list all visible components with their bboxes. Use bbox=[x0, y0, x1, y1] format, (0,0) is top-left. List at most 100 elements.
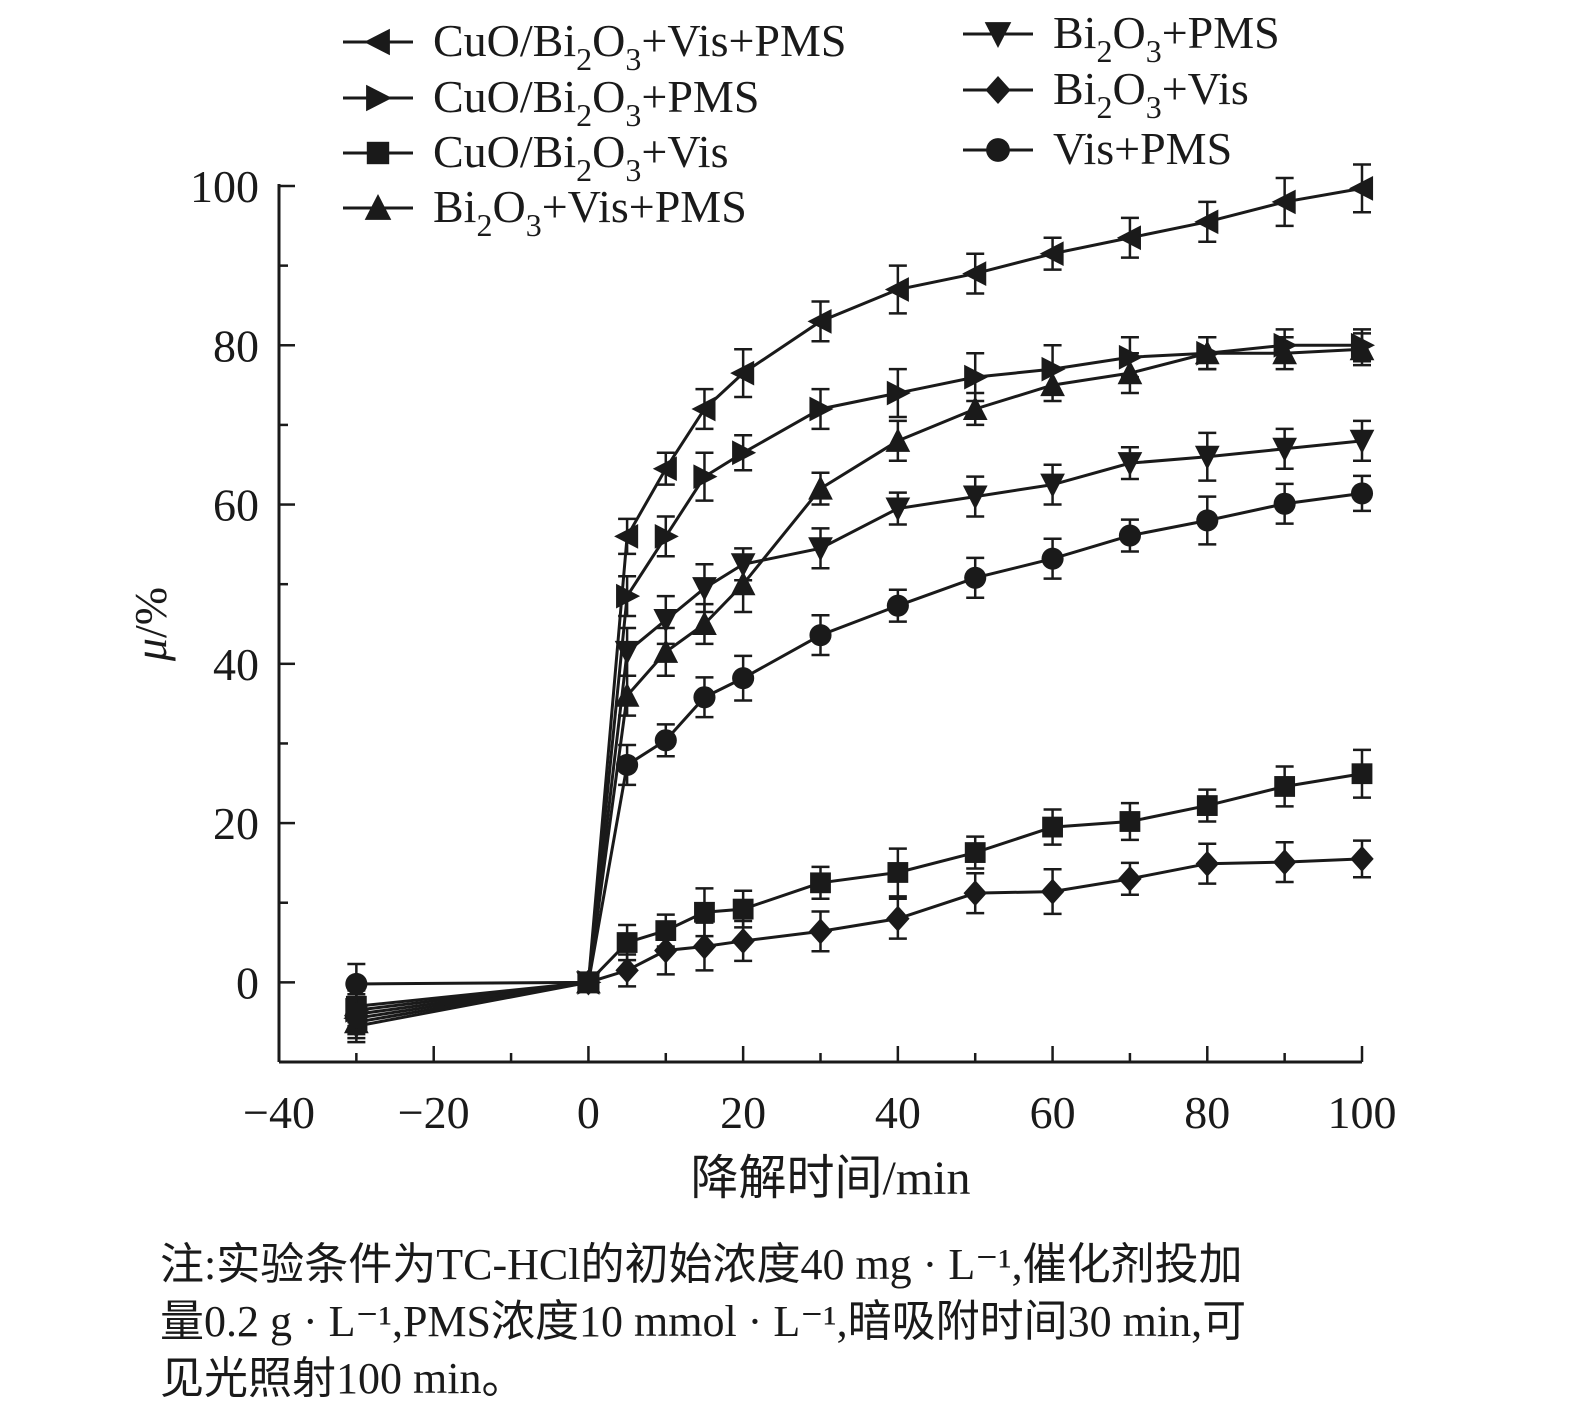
data-point bbox=[653, 638, 679, 663]
legend-label-text: O bbox=[1112, 63, 1145, 114]
data-point bbox=[1040, 473, 1065, 498]
y-axis-title: μ/% bbox=[125, 587, 176, 662]
legend-entry: Bi2O3+Vis+PMS bbox=[343, 181, 747, 243]
data-point bbox=[616, 583, 641, 609]
x-axis-title: 降解时间/min bbox=[690, 1152, 970, 1205]
legend-label-text: Bi bbox=[1053, 7, 1096, 58]
data-point bbox=[614, 640, 640, 665]
x-tick-label: −40 bbox=[243, 1087, 315, 1138]
data-point bbox=[654, 937, 678, 964]
legend-label-text: +Vis bbox=[1162, 63, 1249, 114]
data-point bbox=[1196, 509, 1219, 532]
legend-label-text: O bbox=[592, 71, 625, 122]
series-line bbox=[356, 343, 1362, 1012]
legend-entry: Bi2O3+Vis bbox=[963, 63, 1249, 125]
legend-label: Bi2O3+Vis+PMS bbox=[433, 181, 747, 243]
series-layer bbox=[343, 163, 1375, 1044]
data-point bbox=[809, 624, 832, 647]
legend-marker bbox=[985, 76, 1011, 104]
legend-entry: CuO/Bi2O3+PMS bbox=[343, 71, 759, 133]
data-point bbox=[1351, 763, 1373, 785]
x-tick-label: 0 bbox=[577, 1087, 600, 1138]
data-point bbox=[732, 898, 754, 920]
legend-label: CuO/Bi2O3+Vis bbox=[433, 126, 728, 188]
series-line bbox=[356, 347, 1363, 1024]
data-point bbox=[1119, 811, 1141, 832]
x-tick-label: −20 bbox=[398, 1087, 470, 1138]
series-triangle-up bbox=[344, 332, 1375, 1040]
x-tick-label: 60 bbox=[1030, 1087, 1076, 1138]
figure-note: 注:实验条件为TC-HCl的初始浓度40 mg · L⁻¹,催化剂投加 量0.2… bbox=[160, 1236, 1460, 1407]
x-tick-label: 100 bbox=[1328, 1087, 1397, 1138]
data-point bbox=[694, 901, 715, 923]
note-line-3: 见光照射100 min。 bbox=[160, 1354, 526, 1403]
data-point bbox=[964, 364, 989, 390]
legend-entry: Bi2O3+PMS bbox=[963, 7, 1280, 69]
legend-label-text: +PMS bbox=[641, 71, 759, 122]
legend-label-subscript: 2 bbox=[576, 152, 592, 188]
data-point bbox=[810, 872, 831, 894]
data-point bbox=[1042, 816, 1063, 838]
series-diamond bbox=[344, 839, 1374, 1032]
y-tick-label: 100 bbox=[190, 161, 259, 212]
data-point bbox=[1117, 360, 1143, 385]
data-point bbox=[693, 686, 716, 709]
legend-label-subscript: 2 bbox=[1096, 89, 1112, 125]
data-point bbox=[886, 905, 910, 932]
legend-label: Bi2O3+PMS bbox=[1053, 7, 1280, 69]
y-tick-label: 20 bbox=[213, 798, 259, 849]
legend-label-text: Bi bbox=[433, 181, 476, 232]
data-point bbox=[692, 611, 717, 636]
data-point bbox=[692, 933, 717, 960]
data-point bbox=[344, 1001, 369, 1028]
legend-marker bbox=[366, 84, 392, 112]
data-point bbox=[887, 862, 909, 883]
data-point bbox=[884, 277, 909, 302]
legend-marker bbox=[986, 138, 1010, 162]
data-point bbox=[1194, 340, 1220, 365]
data-point bbox=[1194, 209, 1219, 235]
series-circle bbox=[345, 474, 1374, 1006]
series-triangle-right bbox=[345, 328, 1375, 1028]
legend-label-subscript: 2 bbox=[476, 207, 492, 243]
data-point bbox=[730, 360, 755, 386]
data-point bbox=[1041, 547, 1064, 570]
data-point bbox=[615, 957, 639, 984]
data-point bbox=[807, 309, 832, 334]
data-point bbox=[886, 380, 911, 406]
legend-label-subscript: 3 bbox=[1146, 89, 1162, 125]
data-point bbox=[1349, 429, 1375, 454]
data-point bbox=[652, 456, 677, 482]
data-point bbox=[1194, 445, 1220, 470]
data-point bbox=[1196, 795, 1218, 816]
data-point bbox=[577, 971, 600, 994]
legend-label-subscript: 3 bbox=[526, 207, 542, 243]
data-point bbox=[732, 440, 757, 466]
y-tick-label: 80 bbox=[213, 320, 259, 371]
data-point bbox=[730, 553, 756, 578]
note-line-2: 量0.2 g · L⁻¹,PMS浓度10 mmol · L⁻¹,暗吸附时间30 … bbox=[160, 1297, 1247, 1346]
data-point bbox=[1349, 176, 1374, 201]
data-point bbox=[691, 396, 716, 422]
series-square bbox=[345, 748, 1373, 1024]
data-point bbox=[962, 261, 987, 286]
legend-label-text: +Vis+PMS bbox=[542, 181, 747, 232]
data-point bbox=[654, 729, 677, 752]
legend-label-subscript: 2 bbox=[576, 97, 592, 133]
legend-entry: CuO/Bi2O3+Vis+PMS bbox=[343, 15, 846, 77]
data-point bbox=[732, 667, 755, 690]
legend-label-subscript: 3 bbox=[625, 152, 641, 188]
data-point bbox=[653, 608, 679, 634]
axes: −40 −20 0 20 40 60 80 100 0 20 40 60 80 100 降解时间/min μ/… bbox=[125, 161, 1397, 1205]
data-point bbox=[731, 927, 755, 954]
legend-label-text: Vis+PMS bbox=[1053, 123, 1232, 174]
legend-entry: CuO/Bi2O3+Vis bbox=[343, 126, 728, 188]
legend-label: CuO/Bi2O3+PMS bbox=[433, 71, 759, 133]
data-point bbox=[1117, 452, 1143, 477]
data-point bbox=[808, 475, 833, 500]
legend-label-subscript: 2 bbox=[576, 41, 592, 77]
legend-entry: Vis+PMS bbox=[963, 123, 1232, 174]
data-point bbox=[654, 524, 679, 549]
data-point bbox=[1272, 340, 1297, 365]
